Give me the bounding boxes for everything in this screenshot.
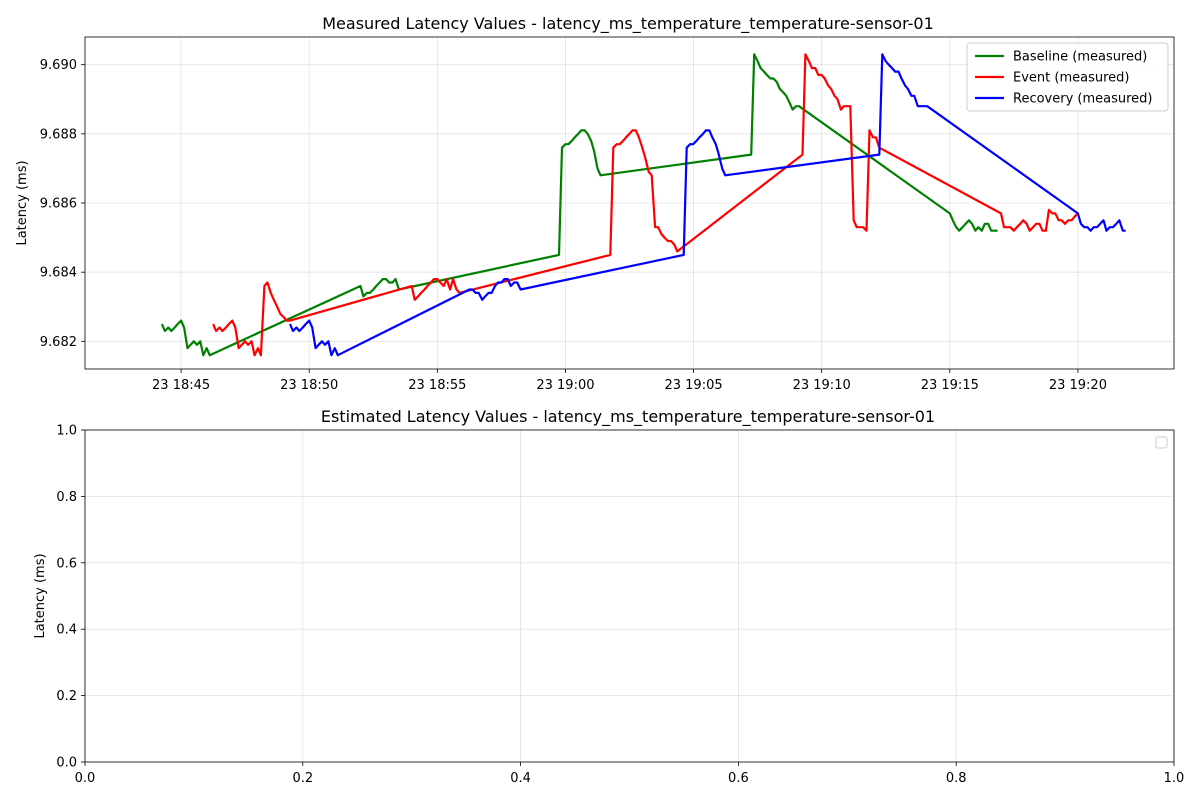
y-tick-label: 9.684 bbox=[40, 266, 77, 281]
x-tick-label: 0.6 bbox=[728, 771, 749, 786]
legend: Baseline (measured) Event (measured) Recov… bbox=[966, 42, 1169, 112]
y-axis-label: Latency (ms) bbox=[33, 553, 48, 638]
legend bbox=[1155, 436, 1168, 449]
y-tick-label: 0.2 bbox=[56, 689, 77, 704]
legend-label: Event (measured) bbox=[1013, 71, 1129, 86]
y-tick-label: 9.688 bbox=[40, 127, 77, 142]
plot-frame bbox=[84, 429, 1175, 763]
x-tick-label: 23 18:45 bbox=[152, 378, 210, 393]
y-tick-label: 0.4 bbox=[56, 623, 77, 638]
x-tick-label: 23 19:20 bbox=[1049, 378, 1107, 393]
legend-box bbox=[966, 42, 1169, 112]
y-tick-label: 1.0 bbox=[56, 424, 77, 439]
y-tick-label: 9.682 bbox=[40, 335, 77, 350]
series-lines bbox=[160, 53, 1126, 357]
x-tick-label: 23 18:50 bbox=[280, 378, 338, 393]
legend-label: Recovery (measured) bbox=[1013, 92, 1153, 107]
x-tick-label: 0.4 bbox=[510, 771, 531, 786]
series-line-baseline bbox=[160, 53, 998, 357]
x-tick-label: 23 19:10 bbox=[793, 378, 851, 393]
empty-legend-box bbox=[1155, 436, 1168, 449]
x-tick-label: 23 19:00 bbox=[536, 378, 594, 393]
y-tick-label: 0.6 bbox=[56, 556, 77, 571]
chart-title: Measured Latency Values - latency_ms_tem… bbox=[322, 14, 934, 34]
y-axis-ticks: 9.682 9.684 9.686 9.688 9.690 bbox=[40, 58, 85, 350]
y-axis-ticks: 0.0 0.2 0.4 0.6 0.8 1.0 bbox=[56, 424, 85, 771]
estimated-latency-chart: Estimated Latency Values - latency_ms_te… bbox=[33, 407, 1184, 786]
y-tick-label: 0.8 bbox=[56, 490, 77, 505]
series-line-recovery bbox=[288, 53, 1126, 357]
x-tick-label: 0.8 bbox=[946, 771, 967, 786]
y-tick-label: 0.0 bbox=[56, 756, 77, 771]
x-axis-ticks: 23 18:45 23 18:50 23 18:55 23 19:00 23 19:05… bbox=[152, 369, 1107, 393]
series-line-event bbox=[212, 53, 1079, 357]
y-tick-label: 9.690 bbox=[40, 58, 77, 73]
x-axis-ticks: 0.0 0.2 0.4 0.6 0.8 1.0 bbox=[75, 762, 1185, 786]
x-tick-label: 23 18:55 bbox=[408, 378, 466, 393]
x-tick-label: 0.0 bbox=[75, 771, 96, 786]
measured-latency-chart: Measured Latency Values - latency_ms_tem… bbox=[15, 14, 1175, 393]
legend-label: Baseline (measured) bbox=[1013, 50, 1147, 65]
x-tick-label: 23 19:05 bbox=[664, 378, 722, 393]
x-tick-label: 23 19:15 bbox=[921, 378, 979, 393]
y-tick-label: 9.686 bbox=[40, 197, 77, 212]
y-axis-label: Latency (ms) bbox=[15, 160, 30, 245]
x-tick-label: 1.0 bbox=[1164, 771, 1185, 786]
x-tick-label: 0.2 bbox=[292, 771, 313, 786]
chart-title: Estimated Latency Values - latency_ms_te… bbox=[321, 407, 935, 427]
